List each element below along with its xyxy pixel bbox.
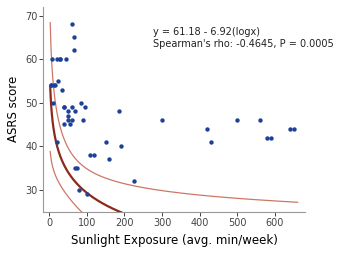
Point [62,105,67,109]
Point [80,118,86,122]
Point [69,105,74,109]
Point [52,83,57,87]
Point [103,140,108,144]
Y-axis label: ASRS score: ASRS score [7,76,20,142]
Point [49,57,55,61]
Point [88,153,93,157]
Point [48,83,54,87]
Point [82,105,88,109]
Text: y = 61.18 - 6.92(logx)
Spearman's rho: -0.4645, P = 0.0005: y = 61.18 - 6.92(logx) Spearman's rho: -… [153,27,334,49]
Point [73,166,78,170]
Point [56,79,61,83]
X-axis label: Sunlight Exposure (avg. min/week): Sunlight Exposure (avg. min/week) [71,234,278,247]
Point [54,57,59,61]
Point [69,118,74,122]
Point [287,127,293,131]
Point [59,88,65,92]
Point [54,140,59,144]
Point [118,144,123,148]
Point [71,49,76,53]
Point [74,166,80,170]
Point [63,57,69,61]
Point [205,127,210,131]
Point [73,109,78,114]
Point [62,105,67,109]
Point [50,101,55,105]
Point [67,122,72,126]
Point [84,192,89,196]
Point [116,109,121,114]
Point [76,188,82,192]
Point [91,153,97,157]
Point [291,127,296,131]
Point [49,83,54,87]
Point [58,57,63,61]
Point [62,122,67,126]
Point [65,118,71,122]
Point [51,83,56,87]
Point [235,118,240,122]
Point [257,118,263,122]
Point [159,118,165,122]
Point [78,101,84,105]
Point [58,57,63,61]
Point [65,109,71,114]
Point [208,140,214,144]
Point [131,179,137,183]
Point [71,35,76,39]
Point [69,22,74,26]
Point [65,114,71,118]
Point [107,157,112,161]
Point [265,136,270,140]
Point [269,136,274,140]
